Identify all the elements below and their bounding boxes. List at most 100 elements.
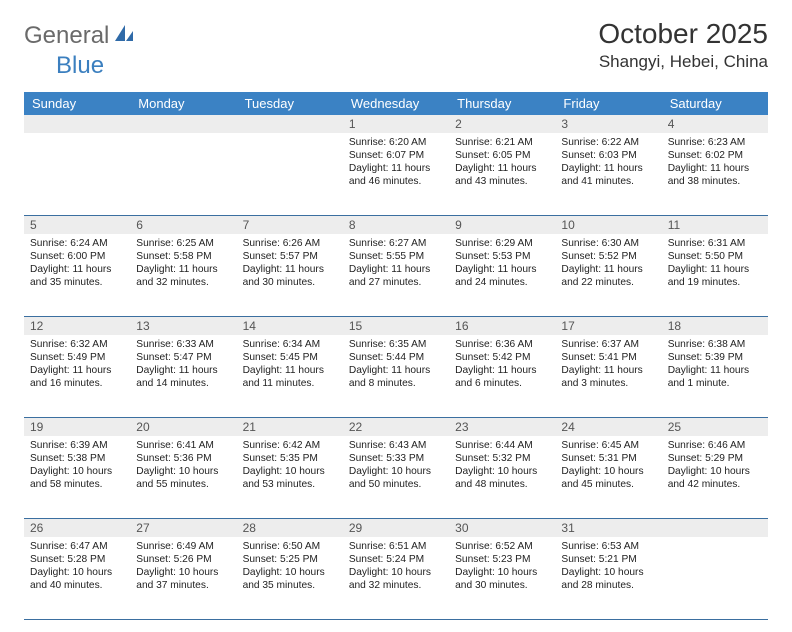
day-number: 10 [555,216,661,234]
daylight-text: and 19 minutes. [668,276,762,289]
daylight-text: Daylight: 10 hours [455,566,549,579]
daylight-text: Daylight: 10 hours [136,566,230,579]
day-number: 22 [343,418,449,436]
calendar: Sunday Monday Tuesday Wednesday Thursday… [24,92,768,620]
day-number: 8 [343,216,449,234]
sunrise-text: Sunrise: 6:32 AM [30,338,124,351]
day-cell [662,537,768,619]
sunset-text: Sunset: 6:07 PM [349,149,443,162]
day-cell: Sunrise: 6:32 AMSunset: 5:49 PMDaylight:… [24,335,130,417]
day-cell: Sunrise: 6:41 AMSunset: 5:36 PMDaylight:… [130,436,236,518]
day-cell: Sunrise: 6:33 AMSunset: 5:47 PMDaylight:… [130,335,236,417]
daylight-text: Daylight: 11 hours [349,263,443,276]
day-cell: Sunrise: 6:39 AMSunset: 5:38 PMDaylight:… [24,436,130,518]
daylight-text: Daylight: 11 hours [30,263,124,276]
sunrise-text: Sunrise: 6:37 AM [561,338,655,351]
sunset-text: Sunset: 6:05 PM [455,149,549,162]
daynum-row: 1234 [24,115,768,133]
daylight-text: and 55 minutes. [136,478,230,491]
day-number: 29 [343,519,449,537]
sunrise-text: Sunrise: 6:49 AM [136,540,230,553]
day-cell: Sunrise: 6:36 AMSunset: 5:42 PMDaylight:… [449,335,555,417]
daylight-text: and 45 minutes. [561,478,655,491]
sunset-text: Sunset: 5:47 PM [136,351,230,364]
daylight-text: and 3 minutes. [561,377,655,390]
daylight-text: and 38 minutes. [668,175,762,188]
daylight-text: Daylight: 10 hours [561,566,655,579]
daylight-text: Daylight: 10 hours [30,465,124,478]
day-number: 25 [662,418,768,436]
day-cell: Sunrise: 6:21 AMSunset: 6:05 PMDaylight:… [449,133,555,215]
day-cell: Sunrise: 6:47 AMSunset: 5:28 PMDaylight:… [24,537,130,619]
week-row: Sunrise: 6:24 AMSunset: 6:00 PMDaylight:… [24,234,768,317]
daylight-text: Daylight: 11 hours [455,364,549,377]
day-number [130,115,236,133]
day-cell [237,133,343,215]
daylight-text: Daylight: 10 hours [243,566,337,579]
sunrise-text: Sunrise: 6:25 AM [136,237,230,250]
daylight-text: and 42 minutes. [668,478,762,491]
day-number: 24 [555,418,661,436]
daylight-text: and 53 minutes. [243,478,337,491]
sunrise-text: Sunrise: 6:47 AM [30,540,124,553]
sunset-text: Sunset: 5:42 PM [455,351,549,364]
sunset-text: Sunset: 5:55 PM [349,250,443,263]
sunset-text: Sunset: 5:41 PM [561,351,655,364]
day-cell: Sunrise: 6:42 AMSunset: 5:35 PMDaylight:… [237,436,343,518]
day-cell [24,133,130,215]
daylight-text: and 6 minutes. [455,377,549,390]
day-cell: Sunrise: 6:38 AMSunset: 5:39 PMDaylight:… [662,335,768,417]
sunrise-text: Sunrise: 6:38 AM [668,338,762,351]
daylight-text: and 40 minutes. [30,579,124,592]
week-row: Sunrise: 6:39 AMSunset: 5:38 PMDaylight:… [24,436,768,519]
daylight-text: and 1 minute. [668,377,762,390]
sunrise-text: Sunrise: 6:36 AM [455,338,549,351]
dayhead-thu: Thursday [449,92,555,115]
sunset-text: Sunset: 5:45 PM [243,351,337,364]
daylight-text: and 22 minutes. [561,276,655,289]
sunrise-text: Sunrise: 6:30 AM [561,237,655,250]
daylight-text: Daylight: 10 hours [349,566,443,579]
daylight-text: and 58 minutes. [30,478,124,491]
day-cell: Sunrise: 6:26 AMSunset: 5:57 PMDaylight:… [237,234,343,316]
day-cell: Sunrise: 6:27 AMSunset: 5:55 PMDaylight:… [343,234,449,316]
day-cell [130,133,236,215]
logo-text-1: General [24,22,109,50]
day-cell: Sunrise: 6:53 AMSunset: 5:21 PMDaylight:… [555,537,661,619]
sunset-text: Sunset: 5:49 PM [30,351,124,364]
sunset-text: Sunset: 6:02 PM [668,149,762,162]
day-cell: Sunrise: 6:46 AMSunset: 5:29 PMDaylight:… [662,436,768,518]
sunset-text: Sunset: 5:23 PM [455,553,549,566]
daylight-text: Daylight: 11 hours [455,263,549,276]
sunset-text: Sunset: 5:52 PM [561,250,655,263]
daylight-text: Daylight: 11 hours [136,364,230,377]
logo: General [24,18,137,50]
daylight-text: and 30 minutes. [455,579,549,592]
sunset-text: Sunset: 5:28 PM [30,553,124,566]
day-cell: Sunrise: 6:52 AMSunset: 5:23 PMDaylight:… [449,537,555,619]
sunset-text: Sunset: 5:31 PM [561,452,655,465]
sunset-text: Sunset: 5:36 PM [136,452,230,465]
sunrise-text: Sunrise: 6:21 AM [455,136,549,149]
daylight-text: Daylight: 10 hours [243,465,337,478]
sunrise-text: Sunrise: 6:35 AM [349,338,443,351]
day-cell: Sunrise: 6:51 AMSunset: 5:24 PMDaylight:… [343,537,449,619]
sunrise-text: Sunrise: 6:29 AM [455,237,549,250]
sunset-text: Sunset: 5:24 PM [349,553,443,566]
day-number: 20 [130,418,236,436]
sunset-text: Sunset: 5:25 PM [243,553,337,566]
daylight-text: Daylight: 10 hours [668,465,762,478]
sunset-text: Sunset: 5:38 PM [30,452,124,465]
day-number: 4 [662,115,768,133]
title-block: October 2025 Shangyi, Hebei, China [598,18,768,72]
sunset-text: Sunset: 5:50 PM [668,250,762,263]
daylight-text: Daylight: 11 hours [455,162,549,175]
sunset-text: Sunset: 5:39 PM [668,351,762,364]
sunset-text: Sunset: 6:03 PM [561,149,655,162]
day-cell: Sunrise: 6:35 AMSunset: 5:44 PMDaylight:… [343,335,449,417]
month-title: October 2025 [598,18,768,50]
day-number: 17 [555,317,661,335]
daylight-text: Daylight: 11 hours [561,364,655,377]
sunset-text: Sunset: 5:53 PM [455,250,549,263]
daylight-text: and 32 minutes. [349,579,443,592]
